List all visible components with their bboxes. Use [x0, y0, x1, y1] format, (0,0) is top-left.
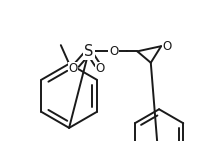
Text: O: O [95, 62, 105, 75]
Text: S: S [84, 44, 93, 59]
Text: O: O [69, 62, 78, 75]
Text: O: O [163, 40, 172, 53]
Text: O: O [109, 45, 118, 58]
